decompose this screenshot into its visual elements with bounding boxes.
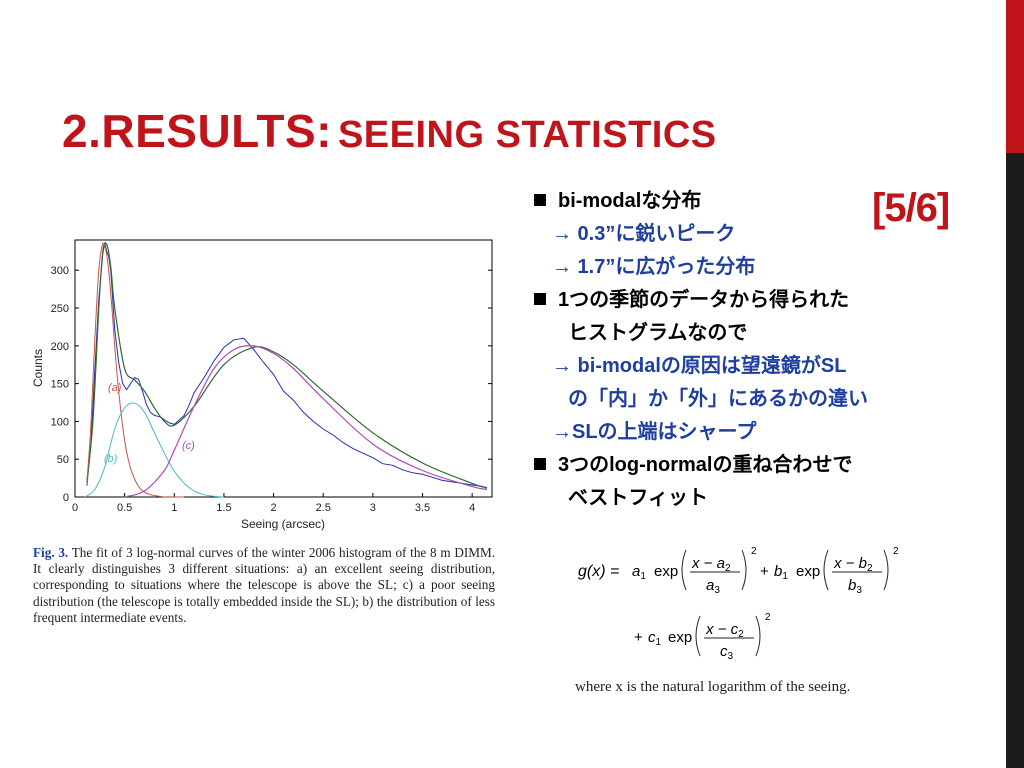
- component-a-line: [86, 242, 185, 498]
- svg-text:exp: exp: [668, 629, 692, 646]
- formula-lhs: g(x) =: [578, 563, 619, 580]
- x-tick-label: 4: [469, 502, 475, 514]
- component-b-line: [84, 402, 224, 498]
- histogram-line: [86, 242, 488, 489]
- y-tick-label: 200: [51, 341, 69, 353]
- y-tick-label: 250: [51, 303, 69, 315]
- y-tick-label: 300: [51, 265, 69, 277]
- svg-text:exp: exp: [654, 563, 678, 580]
- formula-line-1: a1 exp x − a2 a3 2 + b1 exp x − b2 b3 2: [632, 546, 899, 596]
- component-c-line: [124, 345, 488, 498]
- bullet-square-icon: [534, 293, 546, 305]
- figure-caption-label: Fig. 3.: [33, 545, 69, 560]
- bullet-item: →SLの上端はシャープ: [534, 416, 994, 449]
- slide-title-sub: SEEING STATISTICS: [337, 114, 717, 156]
- chart-ticks: 0 0.5 1 1.5 2 2.5 3 3.5 4 0 50 100 150 200 250 300: [51, 265, 492, 514]
- slide-number: [5/6]: [872, 186, 950, 230]
- bullet-square-icon: [534, 458, 546, 470]
- bullet-text: →SLの上端はシャープ: [552, 421, 757, 443]
- bullet-text: → 0.3”に鋭いピーク: [552, 223, 736, 245]
- bullet-item: ベストフィット: [534, 482, 994, 515]
- svg-text:b1: b1: [774, 563, 788, 582]
- bullet-square-icon: [534, 194, 546, 206]
- svg-text:+: +: [760, 563, 769, 580]
- chart-x-label: Seeing (arcsec): [241, 517, 325, 531]
- bullet-text: の「内」か「外」にあるかの違い: [568, 388, 868, 410]
- svg-text:x − b2: x − b2: [833, 555, 873, 574]
- bullet-text: 3つのlog-normalの重ね合わせで: [558, 454, 853, 476]
- log-normal-formula: g(x) = a1 exp x − a2 a3 2 + b1 exp x − b…: [578, 546, 899, 662]
- chart-annotation-a: (a): [108, 382, 122, 394]
- slide-title: 2.RESULTS: SEEING STATISTICS: [62, 108, 717, 154]
- bullet-item: 3つのlog-normalの重ね合わせで: [534, 449, 994, 482]
- svg-text:x − c2: x − c2: [705, 621, 744, 640]
- slide-title-main: 2.RESULTS:: [62, 105, 332, 157]
- bullet-item: の「内」か「外」にあるかの違い: [534, 383, 994, 416]
- x-tick-label: 1.5: [216, 502, 231, 514]
- x-tick-label: 2: [271, 502, 277, 514]
- y-tick-label: 0: [63, 492, 69, 504]
- x-tick-label: 2.5: [316, 502, 331, 514]
- bullet-text: → bi-modalの原因は望遠鏡がSL: [552, 355, 847, 377]
- svg-text:c3: c3: [720, 643, 734, 662]
- figure-caption-text: The fit of 3 log-normal curves of the wi…: [33, 545, 495, 625]
- x-tick-label: 1: [171, 502, 177, 514]
- formula-line-2: + c1 exp x − c2 c3 2: [634, 612, 771, 662]
- svg-text:exp: exp: [796, 563, 820, 580]
- bullet-list: bi-modalな分布 → 0.3”に鋭いピーク → 1.7”に広がった分布 1つの季…: [534, 185, 994, 515]
- bullet-item: → 0.3”に鋭いピーク: [534, 218, 994, 251]
- bullet-text: bi-modalな分布: [558, 190, 702, 212]
- bullet-item: ヒストグラムなので: [534, 317, 994, 350]
- bullet-item: → bi-modalの原因は望遠鏡がSL: [534, 350, 994, 383]
- svg-text:c1: c1: [648, 629, 662, 648]
- chart-annotation-b: (b): [104, 453, 118, 465]
- x-tick-label: 0: [72, 502, 78, 514]
- side-accent-bar: [1006, 0, 1024, 153]
- bullet-text: ベストフィット: [568, 487, 708, 509]
- bullet-item: 1つの季節のデータから得られた: [534, 284, 994, 317]
- svg-text:2: 2: [751, 546, 757, 557]
- svg-text:x − a2: x − a2: [691, 555, 731, 574]
- chart-y-label: Counts: [31, 349, 45, 387]
- chart-curves: [84, 242, 488, 498]
- formula-note: where x is the natural logarithm of the …: [575, 679, 851, 695]
- y-tick-label: 50: [57, 454, 69, 466]
- x-tick-label: 0.5: [117, 502, 132, 514]
- svg-text:+: +: [634, 629, 643, 646]
- x-tick-label: 3.5: [415, 502, 430, 514]
- y-tick-label: 100: [51, 416, 69, 428]
- chart-plot-area: [74, 239, 493, 498]
- bullet-item: → 1.7”に広がった分布: [534, 251, 994, 284]
- y-tick-label: 150: [51, 379, 69, 391]
- side-dark-bar: [1006, 153, 1024, 768]
- bullet-text: → 1.7”に広がった分布: [552, 256, 756, 278]
- svg-text:2: 2: [893, 546, 899, 557]
- svg-text:2: 2: [765, 612, 771, 623]
- svg-text:a1: a1: [632, 563, 646, 582]
- chart-annotation-c: (c): [182, 440, 195, 452]
- bullet-text: 1つの季節のデータから得られた: [558, 289, 850, 311]
- svg-text:b3: b3: [848, 577, 862, 596]
- bullet-text: ヒストグラムなので: [568, 322, 748, 344]
- bullet-item: bi-modalな分布: [534, 185, 994, 218]
- figure-caption: Fig. 3. The fit of 3 log-normal curves o…: [33, 545, 495, 626]
- svg-text:a3: a3: [706, 577, 720, 596]
- x-tick-label: 3: [370, 502, 376, 514]
